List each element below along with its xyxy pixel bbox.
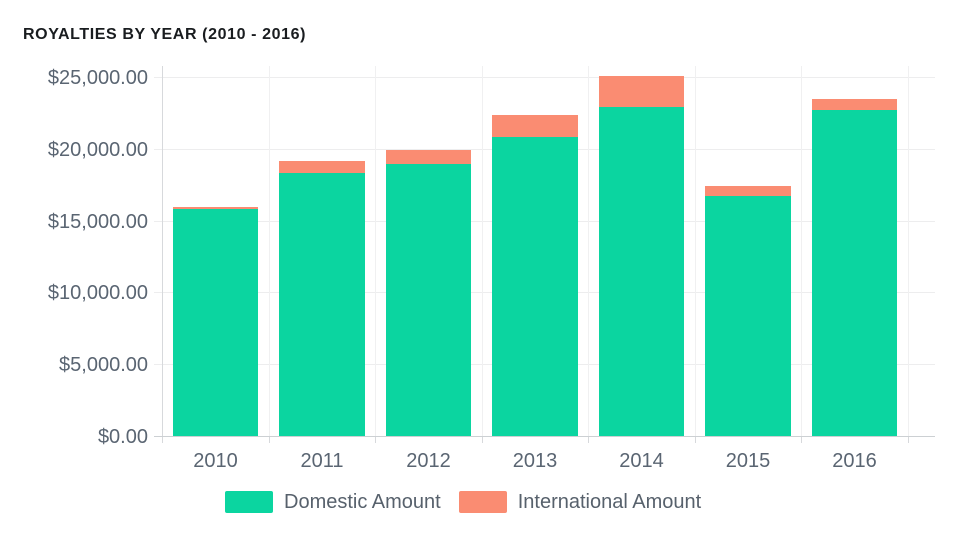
legend-item-domestic[interactable]: Domestic Amount [225,491,441,513]
x-axis-label-2014: 2014 [619,450,664,472]
bar-segment-domestic-2016[interactable] [811,109,897,437]
legend-item-international[interactable]: International Amount [458,491,702,513]
legend-label-international: International Amount [517,491,702,513]
v-gridline [801,66,802,437]
h-gridline [154,77,935,78]
y-tick-label-1: $5,000.00 [59,354,148,377]
bar-segment-domestic-2011[interactable] [279,172,365,437]
bar-2012[interactable] [385,149,471,437]
y-axis-line [162,66,163,437]
x-tick-mark-3 [481,437,483,443]
bar-2014[interactable] [598,75,684,437]
bar-segment-international-2011[interactable] [279,161,365,173]
y-axis: $0.00 $5,000.00 $10,000.00 $15,000.00 $20,00… [0,66,155,447]
x-axis-label-2015: 2015 [725,450,771,472]
x-axis-label-2016: 2016 [832,450,877,472]
v-gridline [268,66,270,437]
y-tick-label-0: $0.00 [97,426,148,448]
x-tick-mark-0 [162,437,163,443]
bar-segment-international-2014[interactable] [598,75,684,107]
bar-2010[interactable] [172,207,258,437]
legend-swatch-domestic [225,491,273,513]
bar-2011[interactable] [279,161,365,437]
x-axis-label-2011: 2011 [300,450,344,472]
x-tick-mark-4 [588,437,589,443]
plot-area: 2010 2011 2012 2013 2014 2015 2016 [154,66,935,471]
v-gridline [694,66,696,437]
bar-segment-international-2010[interactable] [172,207,258,210]
x-tick-mark-1 [268,437,270,443]
x-axis-label-2012: 2012 [406,450,451,472]
bar-2016[interactable] [811,98,897,437]
x-tick-mark-6 [801,437,802,443]
bar-segment-domestic-2010[interactable] [172,209,258,437]
bar-segment-domestic-2015[interactable] [705,195,791,437]
x-tick-mark-5 [694,437,696,443]
x-axis-label-2010: 2010 [193,450,238,472]
y-tick-label-4: $20,000.00 [47,138,148,161]
bar-segment-international-2016[interactable] [811,98,897,110]
bar-segment-international-2013[interactable] [492,115,578,137]
y-tick-label-3: $15,000.00 [47,210,148,233]
x-tick-mark-7 [907,437,909,443]
x-tick-mark-2 [375,437,376,443]
bar-segment-international-2012[interactable] [385,149,471,165]
bar-2013[interactable] [492,115,578,437]
bar-segment-international-2015[interactable] [705,186,791,196]
bar-segment-domestic-2012[interactable] [385,164,471,437]
v-gridline [588,66,589,437]
legend-label-domestic: Domestic Amount [284,491,441,513]
bar-segment-domestic-2013[interactable] [492,136,578,437]
v-gridline [907,66,909,437]
v-gridline [375,66,376,437]
legend: Domestic Amount International Amount [225,491,701,513]
x-axis-baseline [154,436,935,437]
v-gridline [481,66,483,437]
y-tick-label-2: $10,000.00 [47,282,148,305]
bar-2015[interactable] [705,186,791,437]
legend-swatch-international [458,491,507,513]
chart-title: ROYALTIES BY YEAR (2010 - 2016) [23,26,307,43]
x-axis-label-2013: 2013 [512,450,558,472]
bar-segment-domestic-2014[interactable] [598,106,684,437]
y-tick-label-5: $25,000.00 [47,67,148,89]
